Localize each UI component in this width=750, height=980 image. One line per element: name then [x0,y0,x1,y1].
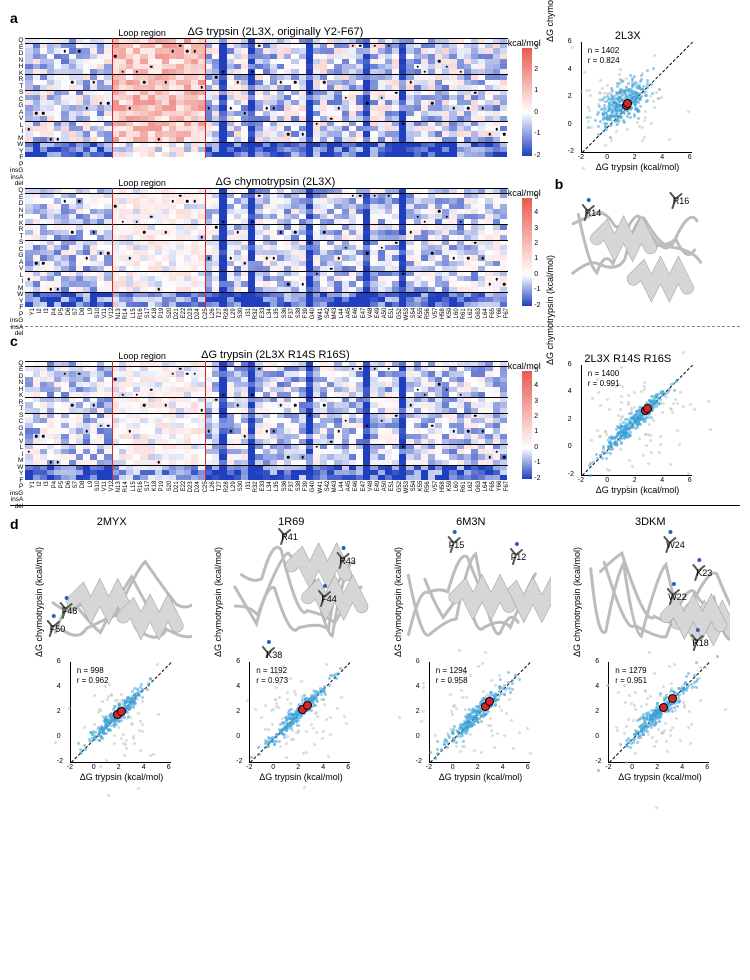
scatter-plot-area: -2-200224466n = 1402r = 0.824 [581,42,692,153]
residue-label: F12 [511,552,527,562]
residue-label: F50 [50,624,66,634]
scatter-plot-area: -2-200224466n = 1294r = 0.958 [429,662,530,763]
structure-title: 2MYX [97,516,127,528]
scatter-ylabel: ΔG chymotrypsin (kcal/mol) [572,547,582,657]
residue-label: F48 [62,606,78,616]
structure-title: 6M3N [456,516,485,528]
residue-label: R14 [585,208,602,218]
scatter-6M3N: ΔG chymotrypsin (kcal/mol)-2-200224466n … [407,662,535,782]
scatter-stats: n = 1400r = 0.991 [588,369,620,388]
residue-label: R43 [339,556,356,566]
scatter-plot-area: -2-200224466n = 998r = 0.962 [70,662,171,763]
scatter-2L3X: 2L3XΔG chymotrypsin (kcal/mol)-2-2002244… [559,30,697,172]
scatter-stats: n = 1402r = 0.824 [588,46,620,65]
scatter-plot-area: -2-200224466n = 1279r = 0.951 [608,662,709,763]
heatmap-title: ΔG chymotrypsin (2L3X) [10,176,541,188]
residue-label: F15 [449,540,465,550]
heatmap-ylabels: QEDNHKRTSCGAVLIMWYFPinsGinsAdel [10,38,25,158]
heatmap-ylabels: QEDNHKRTSCGAVLIMWYFPinsGinsAdel [10,188,25,308]
scatter-title: 2L3X [559,30,697,42]
protein-structure: F15 F12 [391,528,551,658]
scatter-xlabel: ΔG trypsin (kcal/mol) [596,485,680,495]
scatter-3DKM: ΔG chymotrypsin (kcal/mol)-2-200224466n … [586,662,714,782]
scatter-ylabel: ΔG chymotrypsin (kcal/mol) [545,255,555,365]
heatmap-grid [25,361,507,481]
scatter-stats: n = 1279r = 0.951 [615,666,647,685]
structure-title: 3DKM [635,516,666,528]
scatter-title: 2L3X R14S R16S [559,353,697,365]
residue-label: K23 [696,568,712,578]
scatter-plot-area: -2-200224466n = 1192r = 0.973 [249,662,350,763]
loop-region-label: Loop region [118,28,166,38]
heatmap-xlabels: Y1I2I3P4P5D6S7D8L9S10V11V12N13R14L15R16S… [30,481,541,493]
scatter-stats: n = 998r = 0.962 [77,666,109,685]
panel-label-b: b [555,176,564,192]
protein-structure: W24 K23 W22 R18 [570,528,730,658]
panel-label-a: a [10,10,18,26]
scatter-ylabel: ΔG chymotrypsin (kcal/mol) [545,0,555,42]
scatter-xlabel: ΔG trypsin (kcal/mol) [439,772,523,782]
scatter-xlabel: ΔG trypsin (kcal/mol) [80,772,164,782]
heatmap-ylabels: QEDNHKRTSCGAVLIMWYFPinsGinsAdel [10,361,25,481]
residue-label: F44 [321,594,337,604]
residue-label: W24 [666,540,685,550]
residue-label: R16 [673,196,690,206]
protein-structure: R41 R43 F44 K38 [211,528,371,658]
heatmap-grid [25,38,507,158]
scatter-ylabel: ΔG chymotrypsin (kcal/mol) [34,547,44,657]
heatmap-a2: ΔG chymotrypsin (2L3X)QEDNHKRTSCGAVLIMWY… [10,176,541,320]
scatter-2MYX: ΔG chymotrypsin (kcal/mol)-2-200224466n … [48,662,176,782]
scatter-stats: n = 1192r = 0.973 [256,666,288,685]
heatmap-a1: ΔG trypsin (2L3X, originally Y2-F67)QEDN… [10,26,541,158]
colorbar: -2-1012345 [522,198,532,306]
colorbar: -2-1012345 [522,371,532,479]
protein-structure: R14 R16 [555,192,705,312]
heatmap-title: ΔG trypsin (2L3X, originally Y2-F67) [10,26,541,38]
residue-label: K38 [266,650,282,660]
scatter-stats: n = 1294r = 0.958 [436,666,468,685]
panel-label-d: d [10,516,19,532]
scatter-2L3X R14S R16S: 2L3X R14S R16SΔG chymotrypsin (kcal/mol)… [559,353,697,495]
structure-title: 1R69 [278,516,304,528]
scatter-plot-area: -2-200224466n = 1400r = 0.991 [581,365,692,476]
heatmap-grid [25,188,507,308]
scatter-xlabel: ΔG trypsin (kcal/mol) [259,772,343,782]
residue-label: W22 [668,592,687,602]
heatmap-title: ΔG trypsin (2L3X R14S R16S) [10,349,541,361]
colorbar: -2-10123 [522,48,532,156]
loop-region-label: Loop region [118,178,166,188]
residue-label: R18 [692,638,709,648]
heatmap-c1: ΔG trypsin (2L3X R14S R16S)QEDNHKRTSCGAV… [10,349,541,493]
protein-structure: F48 F50 [32,528,192,658]
scatter-xlabel: ΔG trypsin (kcal/mol) [596,162,680,172]
residue-label: R41 [281,532,298,542]
heatmap-xlabels: Y1I2I3P4P5D6S7D8L9S10V11V12N13R14L15R16S… [30,308,541,320]
loop-region-label: Loop region [118,351,166,361]
scatter-1R69: ΔG chymotrypsin (kcal/mol)-2-200224466n … [227,662,355,782]
scatter-xlabel: ΔG trypsin (kcal/mol) [618,772,702,782]
scatter-ylabel: ΔG chymotrypsin (kcal/mol) [213,547,223,657]
scatter-ylabel: ΔG chymotrypsin (kcal/mol) [393,547,403,657]
